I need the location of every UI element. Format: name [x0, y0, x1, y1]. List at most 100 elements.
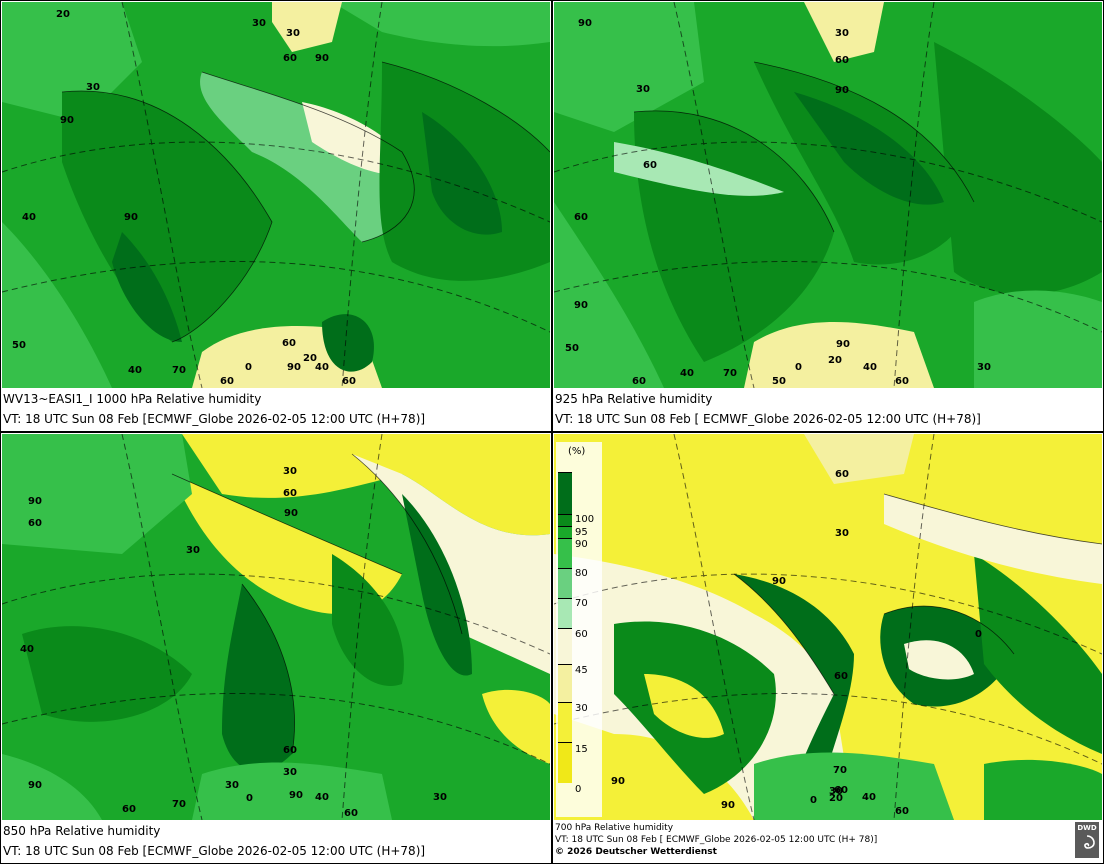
contour-label: 30	[186, 545, 200, 556]
caption-title: 925 hPa Relative humidity	[555, 392, 713, 406]
legend-unit: (%)	[568, 446, 586, 457]
swirl-icon	[1084, 835, 1095, 849]
caption-850hpa: 850 hPa Relative humidity VT: 18 UTC Sun…	[0, 822, 552, 864]
caption-valid-time: VT: 18 UTC Sun 08 Feb [ECMWF_Globe 2026-…	[3, 412, 426, 426]
caption-valid-time: VT: 18 UTC Sun 08 Feb [ECMWF_Globe 2026-…	[3, 844, 426, 858]
contour-label: 40	[862, 792, 876, 803]
contour-label: 90	[611, 776, 625, 787]
contour-label: 60	[283, 53, 297, 64]
contour-label: 90	[835, 85, 849, 96]
legend-tick-label: 100	[575, 514, 595, 525]
contour-label: 40	[22, 212, 36, 223]
contour-label: 90	[772, 576, 786, 587]
contour-label: 30	[252, 18, 266, 29]
contour-label: 50	[565, 343, 579, 354]
contour-label: 90	[28, 496, 42, 507]
contour-label: 20	[829, 793, 843, 804]
contour-label: 60	[574, 212, 588, 223]
legend-tick-label: 30	[575, 703, 588, 714]
legend-swatch	[558, 538, 572, 569]
contour-label: 70	[172, 365, 186, 376]
contour-label: 30	[829, 786, 843, 797]
map-700hpa[interactable]	[554, 434, 1102, 820]
legend-tick-label: 80	[575, 568, 588, 579]
dwd-logo: DWD	[1075, 822, 1099, 858]
contour-label: 60	[632, 376, 646, 387]
contour-label: 60	[342, 376, 356, 387]
panel-850hpa: 850 hPa Relative humidity VT: 18 UTC Sun…	[0, 432, 552, 864]
contour-label: 30	[86, 82, 100, 93]
contour-label: 30	[835, 528, 849, 539]
contour-label: 60	[895, 806, 909, 817]
contour-label: 30	[286, 28, 300, 39]
contour-label: 0	[795, 362, 802, 373]
map-1000hpa[interactable]	[2, 2, 550, 388]
contour-label: 90	[28, 780, 42, 791]
legend-swatch	[558, 628, 572, 665]
contour-label: 60	[895, 376, 909, 387]
contour-label: 20	[828, 355, 842, 366]
legend-tick-label: 95	[575, 527, 588, 538]
caption-1000hpa: WV13~EASI1_I 1000 hPa Relative humidity …	[0, 390, 552, 432]
contour-label: 60	[835, 55, 849, 66]
contour-label: 60	[282, 338, 296, 349]
contour-label: 70	[833, 765, 847, 776]
map-925hpa[interactable]	[554, 2, 1102, 388]
caption-valid-time: VT: 18 UTC Sun 08 Feb [ ECMWF_Globe 2026…	[555, 835, 878, 845]
contour-label: 60	[220, 376, 234, 387]
contour-label: 40	[20, 644, 34, 655]
contour-label: 70	[723, 368, 737, 379]
contour-label: 20	[56, 9, 70, 20]
panel-700hpa: 700 hPa Relative humidity VT: 18 UTC Sun…	[552, 432, 1104, 864]
legend-swatch	[558, 664, 572, 703]
contour-label: 60	[283, 488, 297, 499]
contour-label: 30	[977, 362, 991, 373]
rh-field-925hpa	[554, 2, 1102, 388]
contour-label: 30	[283, 466, 297, 477]
caption-925hpa: 925 hPa Relative humidity VT: 18 UTC Sun…	[552, 390, 1104, 432]
legend-tick-label: 70	[575, 598, 588, 609]
legend-swatch	[558, 568, 572, 599]
contour-label: 60	[834, 671, 848, 682]
legend-tick-label: 45	[575, 665, 588, 676]
contour-label: 0	[245, 362, 252, 373]
caption-title: 700 hPa Relative humidity	[555, 823, 674, 833]
legend-swatch	[558, 702, 572, 743]
panel-1000hpa: WV13~EASI1_I 1000 hPa Relative humidity …	[0, 0, 552, 432]
contour-label: 60	[283, 745, 297, 756]
contour-label: 30	[636, 84, 650, 95]
contour-label: 60	[28, 518, 42, 529]
contour-label: 40	[315, 792, 329, 803]
contour-label: 90	[721, 800, 735, 811]
contour-label: 20	[303, 353, 317, 364]
contour-label: 90	[578, 18, 592, 29]
contour-label: 40	[128, 365, 142, 376]
contour-label: 60	[344, 808, 358, 819]
contour-label: 90	[574, 300, 588, 311]
contour-label: 0	[246, 793, 253, 804]
contour-label: 30	[283, 767, 297, 778]
contour-label: 90	[284, 508, 298, 519]
caption-700hpa: 700 hPa Relative humidity VT: 18 UTC Sun…	[552, 822, 1104, 864]
contour-label: 60	[835, 469, 849, 480]
legend-tick-label: 60	[575, 629, 588, 640]
copyright: © 2026 Deutscher Wetterdienst	[555, 847, 717, 857]
contour-label: 90	[287, 362, 301, 373]
legend-tick-label: 0	[575, 784, 582, 795]
legend-swatch	[558, 742, 572, 783]
caption-valid-time: VT: 18 UTC Sun 08 Feb [ ECMWF_Globe 2026…	[555, 412, 981, 426]
contour-label: 90	[836, 339, 850, 350]
contour-label: 0	[975, 629, 982, 640]
contour-label: 90	[124, 212, 138, 223]
colorbar-legend: (%) 100 95 90 80 70 60 45 30 15 0	[556, 442, 602, 817]
contour-label: 60	[643, 160, 657, 171]
caption-title: WV13~EASI1_I 1000 hPa Relative humidity	[3, 392, 262, 406]
legend-swatch	[558, 514, 572, 527]
contour-label: 90	[60, 115, 74, 126]
dwd-logo-text: DWD	[1077, 824, 1097, 832]
contour-label: 30	[225, 780, 239, 791]
contour-label: 40	[680, 368, 694, 379]
contour-label: 30	[835, 28, 849, 39]
map-850hpa[interactable]	[2, 434, 550, 820]
contour-label: 50	[12, 340, 26, 351]
